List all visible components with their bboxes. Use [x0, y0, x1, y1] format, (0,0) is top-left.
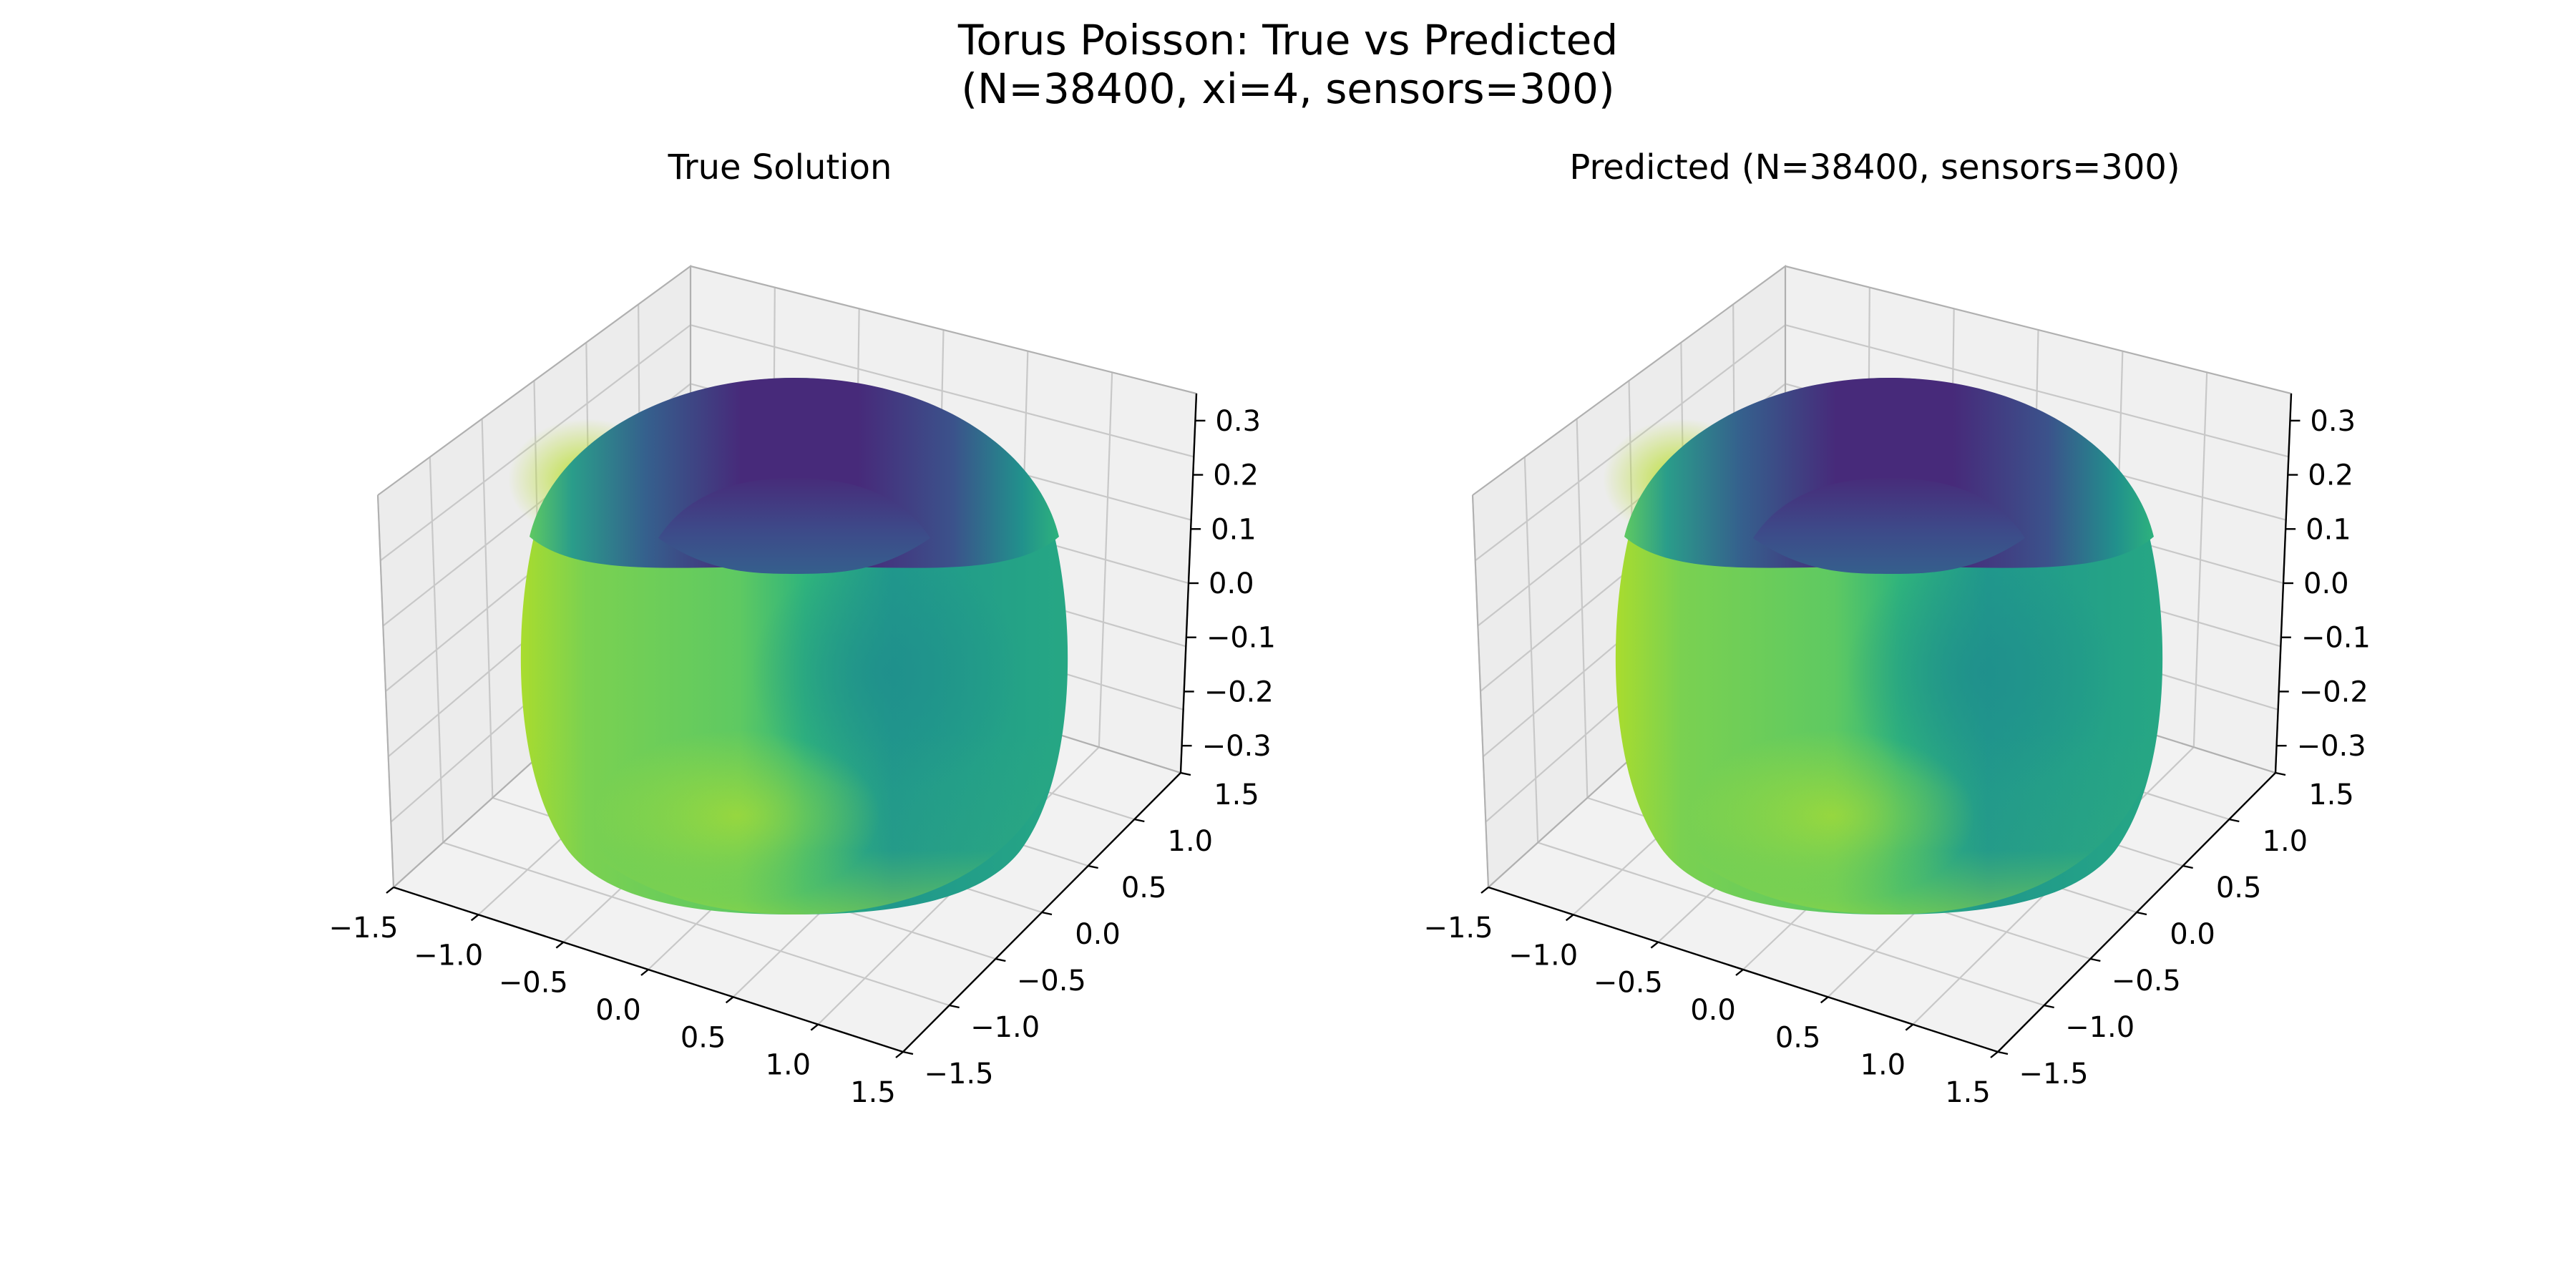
x-tick-label: −0.5 — [1594, 967, 1663, 1000]
x-tick — [1735, 969, 1744, 976]
x-tick — [1820, 996, 1829, 1004]
z-tick-label: 0.3 — [2310, 405, 2356, 438]
z-tick-label: 0.0 — [2303, 567, 2349, 600]
x-tick-label: 1.5 — [850, 1076, 896, 1109]
z-tick-label: −0.2 — [1204, 675, 1274, 708]
y-tick — [2044, 1004, 2054, 1009]
x-tick-label: 0.5 — [1775, 1021, 1821, 1054]
torus-hole — [1753, 478, 2025, 574]
x-tick-label: 0.0 — [1690, 994, 1736, 1027]
z-tick-label: −0.1 — [1206, 622, 1276, 655]
x-tick — [895, 1051, 904, 1058]
z-tick-label: 0.1 — [2306, 513, 2351, 546]
x-tick — [555, 941, 565, 949]
y-tick — [1088, 864, 1098, 869]
z-tick-label: 0.0 — [1209, 567, 1254, 600]
x-tick — [1480, 887, 1489, 894]
z-tick-label: 0.3 — [1215, 405, 1261, 438]
y-tick — [2229, 818, 2240, 823]
y-tick — [1041, 911, 1053, 916]
x-tick — [1905, 1023, 1914, 1031]
x-tick — [1990, 1051, 1999, 1058]
y-tick-label: −1.0 — [2065, 1011, 2135, 1044]
x-tick-label: 0.0 — [595, 994, 641, 1027]
y-tick — [1997, 1050, 2009, 1055]
x-tick — [386, 887, 394, 894]
x-tick-label: 1.0 — [1860, 1049, 1906, 1082]
y-tick-label: 0.0 — [1075, 918, 1121, 951]
y-tick — [995, 957, 1006, 962]
y-tick-label: −0.5 — [1017, 965, 1086, 997]
axes-3d: −1.5−1.5−0.3−1.0−1.0−0.2−0.5 −0.5−0.10.00… — [328, 265, 1276, 1109]
subplot-predicted: Predicted (N=38400, sensors=300) −1.5 −1.… — [1423, 147, 2371, 1109]
torus-rim — [1624, 378, 2154, 568]
z-tick-label: 0.2 — [2308, 459, 2353, 492]
y-tick — [1180, 771, 1191, 776]
y-tick-label: 0.0 — [2170, 918, 2215, 951]
x-tick — [725, 996, 734, 1004]
y-tick-label: 1.0 — [1168, 825, 1214, 858]
z-tick-label: −0.1 — [2301, 622, 2371, 655]
x-tick — [1650, 941, 1659, 949]
axes-3d: −1.5−1.5−0.3−1.0−1.0−0.2−0.5 −0.5−0.10.00… — [1423, 265, 2371, 1109]
y-tick — [902, 1050, 914, 1055]
x-tick — [640, 969, 649, 976]
subplot-title: True Solution — [668, 147, 892, 187]
y-tick — [2090, 957, 2101, 962]
bottom-shade — [522, 730, 1066, 914]
torus-rim — [530, 378, 1059, 568]
x-tick-label: −1.5 — [1423, 912, 1493, 945]
bottom-shade — [1617, 730, 2161, 914]
y-tick-label: 1.0 — [2263, 825, 2308, 858]
y-tick — [2275, 771, 2286, 776]
figure-title-line2: (N=38400, xi=4, sensors=300) — [961, 64, 1614, 113]
y-tick — [2182, 864, 2193, 869]
x-tick-label: −1.0 — [1508, 939, 1578, 972]
z-tick-label: −0.3 — [1202, 730, 1272, 763]
x-tick — [1565, 914, 1574, 922]
torus-surface — [1603, 378, 2163, 914]
x-tick-label: −1.5 — [328, 912, 398, 945]
y-tick-label: −1.0 — [970, 1011, 1040, 1044]
x-tick — [470, 914, 479, 922]
y-tick-label: 0.5 — [2216, 872, 2262, 904]
torus-surface — [508, 378, 1068, 914]
y-tick-label: −1.5 — [924, 1058, 993, 1091]
subplot-true-solution: True Solution −1.5 −1.5 −0.3 −1.0 −1.0 −0.2 −0… — [328, 147, 1276, 1109]
x-tick-label: 1.5 — [1945, 1076, 1991, 1109]
z-tick-label: −0.3 — [2297, 730, 2366, 763]
x-tick-label: −0.5 — [499, 967, 568, 1000]
torus-hole — [658, 478, 930, 574]
x-tick-label: 0.5 — [680, 1021, 726, 1054]
y-tick — [949, 1004, 960, 1009]
z-tick-label: −0.2 — [2299, 675, 2368, 708]
y-tick-label: −0.5 — [2112, 965, 2181, 997]
y-tick-label: 1.5 — [1214, 779, 1259, 811]
y-tick-label: 0.5 — [1121, 872, 1167, 904]
figure-title-line1: Torus Poisson: True vs Predicted — [957, 16, 1618, 64]
y-tick-label: −1.5 — [2019, 1058, 2088, 1091]
x-tick-label: −1.0 — [414, 939, 483, 972]
y-tick — [2136, 911, 2147, 916]
y-tick-label: 1.5 — [2308, 779, 2354, 811]
x-tick — [810, 1023, 819, 1031]
z-tick-label: 0.1 — [1211, 513, 1257, 546]
z-tick-label: 0.2 — [1213, 459, 1259, 492]
subplot-title: Predicted (N=38400, sensors=300) — [1569, 147, 2180, 187]
x-tick-label: 1.0 — [766, 1049, 811, 1082]
y-tick — [1134, 818, 1145, 823]
